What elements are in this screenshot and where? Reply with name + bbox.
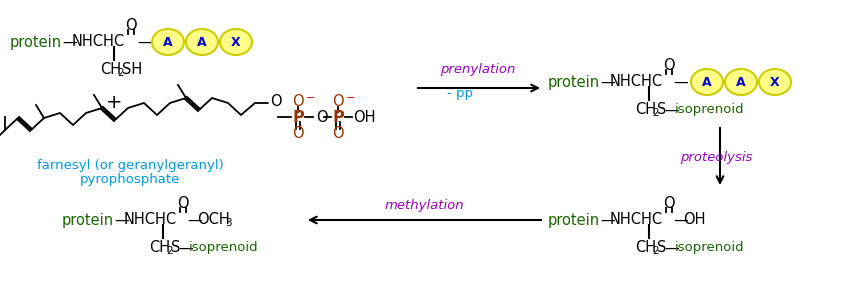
- Text: OCH: OCH: [197, 212, 230, 227]
- Text: 3: 3: [225, 218, 232, 228]
- Text: +: +: [106, 92, 122, 112]
- Text: —: —: [600, 212, 615, 227]
- Text: S: S: [657, 102, 666, 118]
- Text: O: O: [332, 94, 344, 109]
- Text: −: −: [306, 93, 315, 103]
- Text: O: O: [292, 126, 304, 141]
- Text: —: —: [600, 74, 615, 89]
- Text: —: —: [137, 34, 152, 50]
- Text: proteolysis: proteolysis: [680, 150, 752, 164]
- Text: X: X: [770, 75, 780, 88]
- Text: pyrophosphate: pyrophosphate: [80, 174, 180, 186]
- Text: protein: protein: [10, 34, 62, 50]
- Text: O: O: [332, 126, 344, 141]
- Ellipse shape: [186, 29, 218, 55]
- Text: NHCHC: NHCHC: [610, 74, 663, 89]
- Ellipse shape: [759, 69, 791, 95]
- Text: P: P: [292, 109, 304, 125]
- Text: protein: protein: [548, 212, 600, 227]
- Ellipse shape: [152, 29, 184, 55]
- Text: —: —: [673, 212, 688, 227]
- Text: —: —: [664, 240, 678, 255]
- Text: SH: SH: [122, 63, 143, 78]
- Text: NHCHC: NHCHC: [72, 34, 125, 50]
- Text: —: —: [664, 102, 678, 118]
- Text: prenylation: prenylation: [441, 64, 515, 77]
- Text: isoprenoid: isoprenoid: [675, 241, 745, 254]
- Text: 2: 2: [117, 68, 124, 78]
- Text: CH: CH: [635, 102, 656, 118]
- Text: 2: 2: [652, 246, 659, 256]
- Text: protein: protein: [62, 212, 114, 227]
- Text: S: S: [657, 240, 666, 255]
- Ellipse shape: [725, 69, 757, 95]
- Text: O: O: [177, 196, 188, 212]
- Text: OH: OH: [353, 109, 375, 125]
- Text: 2: 2: [652, 108, 659, 118]
- Ellipse shape: [220, 29, 252, 55]
- Text: isoprenoid: isoprenoid: [675, 103, 745, 116]
- Text: NHCHC: NHCHC: [610, 212, 663, 227]
- Text: O: O: [663, 196, 675, 212]
- Text: protein: protein: [548, 74, 600, 89]
- Text: X: X: [231, 36, 241, 49]
- Text: —: —: [178, 240, 193, 255]
- Text: O: O: [270, 94, 282, 109]
- Text: isoprenoid: isoprenoid: [189, 241, 259, 254]
- Text: —: —: [62, 34, 76, 50]
- Text: —: —: [114, 212, 129, 227]
- Text: A: A: [702, 75, 711, 88]
- Text: farnesyl (or geranylgeranyl): farnesyl (or geranylgeranyl): [37, 158, 223, 171]
- Text: CH: CH: [100, 63, 121, 78]
- Text: methylation: methylation: [385, 199, 464, 212]
- Text: OH: OH: [683, 212, 706, 227]
- Text: O: O: [663, 58, 675, 74]
- Text: P: P: [332, 109, 344, 125]
- Text: —: —: [673, 74, 688, 89]
- Text: A: A: [197, 36, 207, 49]
- Text: A: A: [736, 75, 745, 88]
- Text: 2: 2: [166, 246, 172, 256]
- Text: CH: CH: [635, 240, 656, 255]
- Text: O: O: [125, 19, 137, 33]
- Text: A: A: [163, 36, 173, 49]
- Text: - pp: - pp: [447, 87, 473, 99]
- Text: CH: CH: [149, 240, 170, 255]
- Text: O: O: [292, 94, 304, 109]
- Text: −: −: [346, 93, 356, 103]
- Text: NHCHC: NHCHC: [124, 212, 177, 227]
- Ellipse shape: [691, 69, 723, 95]
- Text: O: O: [316, 109, 328, 125]
- Text: S: S: [171, 240, 180, 255]
- Text: —: —: [187, 212, 202, 227]
